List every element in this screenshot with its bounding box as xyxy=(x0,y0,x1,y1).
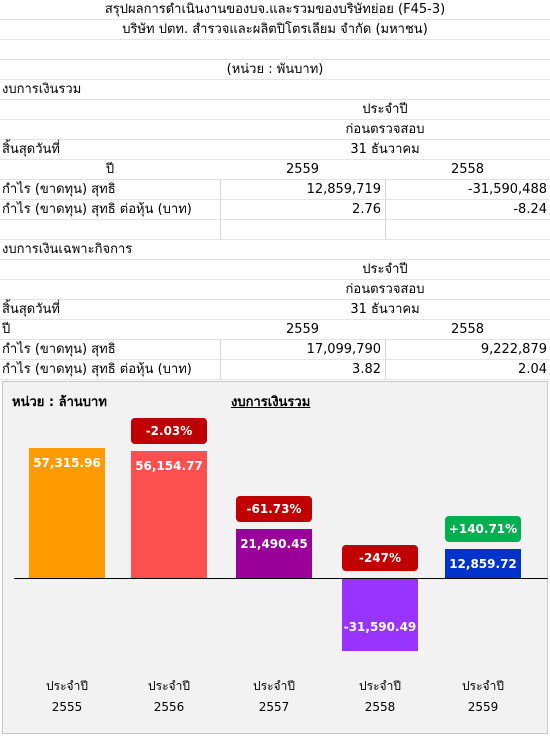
separate-period: ประจำปี xyxy=(362,262,408,277)
category-prefix: ประจำปี xyxy=(462,679,504,693)
category-year: 2555 xyxy=(51,700,83,714)
separate-net-row: กำไร (ขาดทุน) สุทธิ 17,099,790 9,222,879 xyxy=(0,340,550,360)
bar-value-label-2557: 21,490.45 xyxy=(240,537,308,552)
separate-eps-row: กำไร (ขาดทุน) สุทธิ ต่อหุ้น (บาท) 3.82 2… xyxy=(0,360,550,380)
separate-eps-previous: 2.04 xyxy=(518,362,547,377)
category-prefix: ประจำปี xyxy=(46,679,88,693)
consolidated-year-label: ปี xyxy=(105,162,115,177)
consolidated-eps-row: กำไร (ขาดทุน) สุทธิ ต่อหุ้น (บาท) 2.76 -… xyxy=(0,200,550,220)
category-prefix: ประจำปี xyxy=(148,679,190,693)
category-year: 2557 xyxy=(258,700,290,714)
blank-row-2 xyxy=(0,220,550,240)
bar-2557 xyxy=(236,529,312,578)
consolidated-year-previous: 2558 xyxy=(450,162,485,177)
consolidated-audit: ก่อนตรวจสอบ xyxy=(345,122,425,137)
chart-zero-axis xyxy=(14,578,548,579)
category-label-2559: ประจำปี 2559 xyxy=(443,676,523,718)
bar-value-label-2555: 57,315.96 xyxy=(33,456,101,470)
consolidated-title: งบการเงินรวม xyxy=(2,82,82,97)
separate-title-row: งบการเงินเฉพาะกิจการ xyxy=(0,240,550,260)
category-label-2555: ประจำปี 2555 xyxy=(27,676,107,718)
separate-net-previous: 9,222,879 xyxy=(480,342,547,357)
blank-row xyxy=(0,40,550,60)
consolidated-year-row: ปี 2559 2558 xyxy=(0,160,550,180)
separate-ending-label: สิ้นสุดวันที่ xyxy=(2,302,60,317)
separate-eps-label: กำไร (ขาดทุน) สุทธิ ต่อหุ้น (บาท) xyxy=(2,362,192,377)
change-badge-2559: +140.71% xyxy=(445,515,521,542)
consolidated-period-row: ประจำปี xyxy=(0,100,550,120)
consolidated-net-row: กำไร (ขาดทุน) สุทธิ 12,859,719 -31,590,4… xyxy=(0,180,550,200)
category-label-2557: ประจำปี 2557 xyxy=(234,676,314,718)
net-profit-chart: หน่วย : ล้านบาท งบการเงินรวม 57,315.96 ปร… xyxy=(2,381,548,734)
separate-audit-row: ก่อนตรวจสอบ xyxy=(0,280,550,300)
separate-audit: ก่อนตรวจสอบ xyxy=(345,282,425,297)
bar-value-label-2559: 12,859.72 xyxy=(449,556,517,571)
consolidated-period: ประจำปี xyxy=(362,102,408,117)
separate-net-label: กำไร (ขาดทุน) สุทธิ xyxy=(2,342,116,357)
consolidated-ending-label: สิ้นสุดวันที่ xyxy=(2,142,60,157)
separate-ending-row: สิ้นสุดวันที่ 31 ธันวาคม xyxy=(0,300,550,320)
consolidated-eps-previous: -8.24 xyxy=(513,202,547,217)
separate-year-previous: 2558 xyxy=(450,322,485,337)
separate-title: งบการเงินเฉพาะกิจการ xyxy=(2,242,133,257)
category-label-2556: ประจำปี 2556 xyxy=(129,676,209,718)
bar-2558 xyxy=(342,579,418,651)
bar-value-label-2558: -31,590.49 xyxy=(343,619,417,634)
category-label-2558: ประจำปี 2558 xyxy=(340,676,420,718)
consolidated-net-current: 12,859,719 xyxy=(306,182,381,197)
separate-year-row: ปี 2559 2558 xyxy=(0,320,550,340)
change-badge-2556: -2.03% xyxy=(131,417,207,444)
bar-value-label-2556: 56,154.77 xyxy=(135,458,203,473)
separate-period-row: ประจำปี xyxy=(0,260,550,280)
category-prefix: ประจำปี xyxy=(359,679,401,693)
consolidated-net-previous: -31,590,488 xyxy=(467,182,547,197)
bar-2556 xyxy=(131,450,207,578)
bar-2555 xyxy=(29,448,105,578)
change-badge-2558: -247% xyxy=(342,545,418,571)
consolidated-ending-date: 31 ธันวาคม xyxy=(350,142,420,157)
company-name: บริษัท ปตท. สำรวจและผลิตปิโตรเลียม จำกัด… xyxy=(122,22,428,37)
consolidated-audit-row: ก่อนตรวจสอบ xyxy=(0,120,550,140)
category-prefix: ประจำปี xyxy=(253,679,295,693)
consolidated-net-label: กำไร (ขาดทุน) สุทธิ xyxy=(2,182,116,197)
consolidated-eps-current: 2.76 xyxy=(352,202,381,217)
consolidated-eps-label: กำไร (ขาดทุน) สุทธิ ต่อหุ้น (บาท) xyxy=(2,202,192,217)
category-year: 2556 xyxy=(153,700,185,714)
separate-ending-date: 31 ธันวาคม xyxy=(350,302,420,317)
report-title: สรุปผลการดำเนินงานของบจ.และรวมของบริษัทย… xyxy=(104,2,446,17)
bar-2559 xyxy=(445,548,521,578)
separate-eps-current: 3.82 xyxy=(352,362,381,377)
category-year: 2559 xyxy=(467,700,499,714)
change-badge-2557: -61.73% xyxy=(236,496,312,523)
unit-row: (หน่วย : พันบาท) xyxy=(0,60,550,80)
chart-title: งบการเงินรวม xyxy=(231,395,311,410)
unit-label: (หน่วย : พันบาท) xyxy=(226,62,324,77)
separate-year-current: 2559 xyxy=(285,322,320,337)
title-row: สรุปผลการดำเนินงานของบจ.และรวมของบริษัทย… xyxy=(0,0,550,20)
consolidated-title-row: งบการเงินรวม xyxy=(0,80,550,100)
company-row: บริษัท ปตท. สำรวจและผลิตปิโตรเลียม จำกัด… xyxy=(0,20,550,40)
consolidated-year-current: 2559 xyxy=(285,162,320,177)
consolidated-ending-row: สิ้นสุดวันที่ 31 ธันวาคม xyxy=(0,140,550,160)
separate-year-label: ปี xyxy=(2,322,11,337)
category-year: 2558 xyxy=(364,700,396,714)
separate-net-current: 17,099,790 xyxy=(306,342,381,357)
chart-unit-label: หน่วย : ล้านบาท xyxy=(12,395,107,410)
